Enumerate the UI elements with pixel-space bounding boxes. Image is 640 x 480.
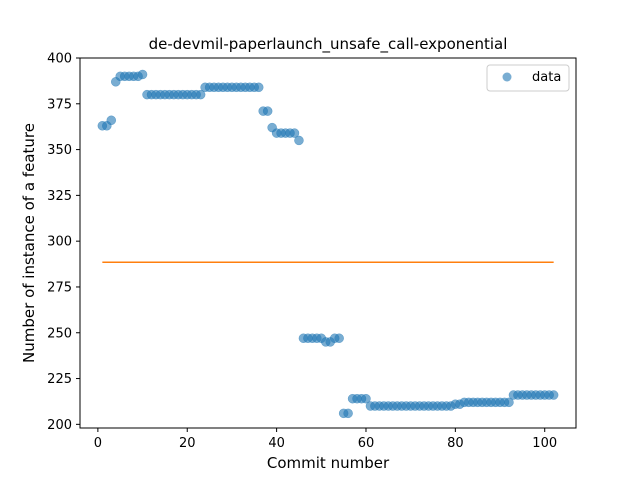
x-tick-label: 100 xyxy=(532,436,557,451)
legend: data xyxy=(486,64,570,92)
y-tick-label: 400 xyxy=(47,52,72,67)
data-point xyxy=(548,390,559,400)
data-series xyxy=(97,69,559,419)
data-point xyxy=(195,89,206,100)
data-point xyxy=(504,397,514,408)
y-tick-label: 375 xyxy=(47,97,72,112)
y-tick-label: 275 xyxy=(47,280,72,295)
legend-label: data xyxy=(532,70,561,85)
data-point xyxy=(343,408,353,419)
y-tick-label: 225 xyxy=(47,372,72,387)
x-tick-label: 40 xyxy=(268,436,285,451)
data-point xyxy=(137,69,148,80)
x-tick-label: 60 xyxy=(358,436,375,451)
y-axis-label: Number of instance of a feature xyxy=(20,123,38,363)
x-axis-label: Commit number xyxy=(267,454,390,472)
axes-ticks: 0 20 40 60 80 100 200 225 250 275 300 325 350 375 400 xyxy=(47,52,557,452)
data-point xyxy=(262,106,273,116)
y-tick-label: 300 xyxy=(47,235,72,250)
data-point xyxy=(334,333,344,343)
chart-title: de-devmil-paperlaunch_unsafe_call-expone… xyxy=(149,35,508,54)
data-point xyxy=(253,82,264,93)
x-tick-label: 80 xyxy=(447,436,464,451)
legend-box xyxy=(486,64,570,92)
x-tick-label: 20 xyxy=(179,436,196,451)
x-tick-label: 0 xyxy=(94,436,102,451)
y-tick-label: 350 xyxy=(47,143,72,158)
data-point xyxy=(361,393,371,404)
plot-frame xyxy=(79,57,577,429)
y-tick-label: 200 xyxy=(47,418,72,433)
data-point xyxy=(106,115,117,126)
data-point xyxy=(294,135,304,146)
y-tick-label: 325 xyxy=(47,189,72,204)
legend-marker xyxy=(502,72,512,82)
y-tick-label: 250 xyxy=(47,326,72,341)
data-point xyxy=(289,128,300,138)
